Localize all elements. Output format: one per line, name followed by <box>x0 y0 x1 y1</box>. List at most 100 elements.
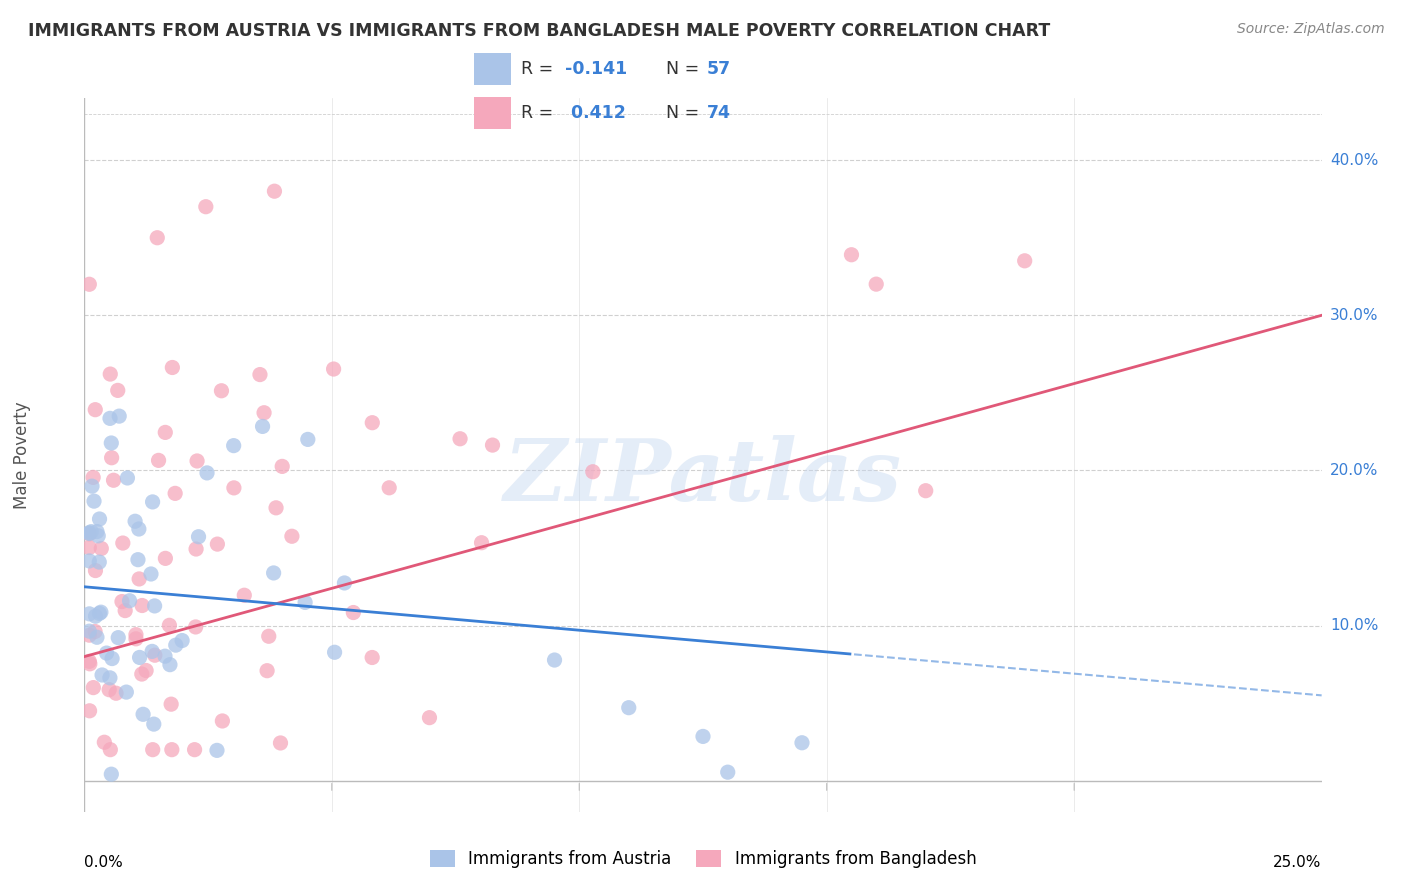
Point <box>98 682 121 697</box>
Point <box>211 714 233 728</box>
Point <box>139 566 162 581</box>
Point <box>82 470 104 484</box>
Point <box>79 654 101 668</box>
Point <box>89 555 111 569</box>
Point <box>79 541 101 555</box>
Text: 40.0%: 40.0% <box>1330 153 1378 168</box>
Point <box>692 730 714 744</box>
Point <box>252 419 274 434</box>
Point <box>233 588 256 602</box>
Point <box>155 425 177 440</box>
Point <box>142 495 165 509</box>
Point <box>263 184 285 198</box>
Point <box>117 471 139 485</box>
Point <box>127 552 149 566</box>
Point <box>98 671 121 685</box>
Point <box>143 648 166 663</box>
Text: 74: 74 <box>707 104 731 122</box>
Point <box>91 668 114 682</box>
Point <box>82 681 104 695</box>
Point <box>90 605 112 619</box>
Point <box>101 651 124 665</box>
Text: 0.412: 0.412 <box>565 104 626 122</box>
Point <box>1014 253 1036 268</box>
Point <box>124 514 146 528</box>
Point <box>79 526 101 541</box>
Point <box>418 711 440 725</box>
Point <box>128 522 150 536</box>
Point <box>222 439 245 453</box>
Point <box>222 481 245 495</box>
Point <box>269 736 291 750</box>
Point <box>157 618 180 632</box>
Point <box>617 700 640 714</box>
Point <box>342 606 364 620</box>
FancyBboxPatch shape <box>474 97 512 129</box>
Point <box>264 500 287 515</box>
Point <box>98 742 121 756</box>
Point <box>107 631 129 645</box>
Text: R =: R = <box>522 60 560 78</box>
Point <box>128 572 150 586</box>
Point <box>79 525 101 540</box>
Point <box>159 657 181 672</box>
Text: 30.0%: 30.0% <box>1330 308 1378 323</box>
Point <box>125 632 148 646</box>
Point <box>90 541 112 556</box>
Point <box>297 433 319 447</box>
Point <box>142 742 165 756</box>
Point <box>132 707 155 722</box>
Point <box>83 494 105 508</box>
Point <box>84 564 107 578</box>
Point <box>322 362 344 376</box>
Point <box>118 593 141 607</box>
Text: Male Poverty: Male Poverty <box>14 401 31 508</box>
Text: 0.0%: 0.0% <box>84 855 124 870</box>
Point <box>111 594 134 608</box>
Point <box>153 649 176 664</box>
Point <box>79 554 101 568</box>
Point <box>378 481 401 495</box>
Point <box>207 537 229 551</box>
Point <box>211 384 233 398</box>
Point <box>582 465 605 479</box>
Point <box>131 667 153 681</box>
Point <box>256 664 278 678</box>
Point <box>125 627 148 641</box>
Point <box>128 650 150 665</box>
Point <box>84 624 107 639</box>
Point <box>100 767 122 781</box>
Point <box>79 607 101 621</box>
Point <box>148 453 170 467</box>
Point <box>481 438 503 452</box>
Point <box>98 367 121 381</box>
Point <box>323 645 346 659</box>
Point <box>333 576 356 591</box>
Point <box>84 609 107 624</box>
Legend: Immigrants from Austria, Immigrants from Bangladesh: Immigrants from Austria, Immigrants from… <box>423 843 983 875</box>
Point <box>111 536 134 550</box>
Point <box>100 450 122 465</box>
Point <box>80 524 103 539</box>
Point <box>271 459 294 474</box>
Point <box>86 630 108 644</box>
Point <box>135 664 157 678</box>
Text: R =: R = <box>522 104 560 122</box>
Point <box>89 512 111 526</box>
Point <box>543 653 565 667</box>
Point <box>249 368 271 382</box>
Point <box>98 411 121 425</box>
Point <box>865 277 887 292</box>
Point <box>253 406 276 420</box>
Point <box>79 704 101 718</box>
Point <box>172 633 194 648</box>
Point <box>186 454 208 468</box>
Point <box>142 717 165 731</box>
Point <box>84 402 107 417</box>
Point <box>103 473 125 487</box>
Point <box>79 624 101 639</box>
Point <box>89 607 111 621</box>
Point <box>257 629 280 643</box>
Point <box>143 599 166 613</box>
Point <box>79 277 101 292</box>
